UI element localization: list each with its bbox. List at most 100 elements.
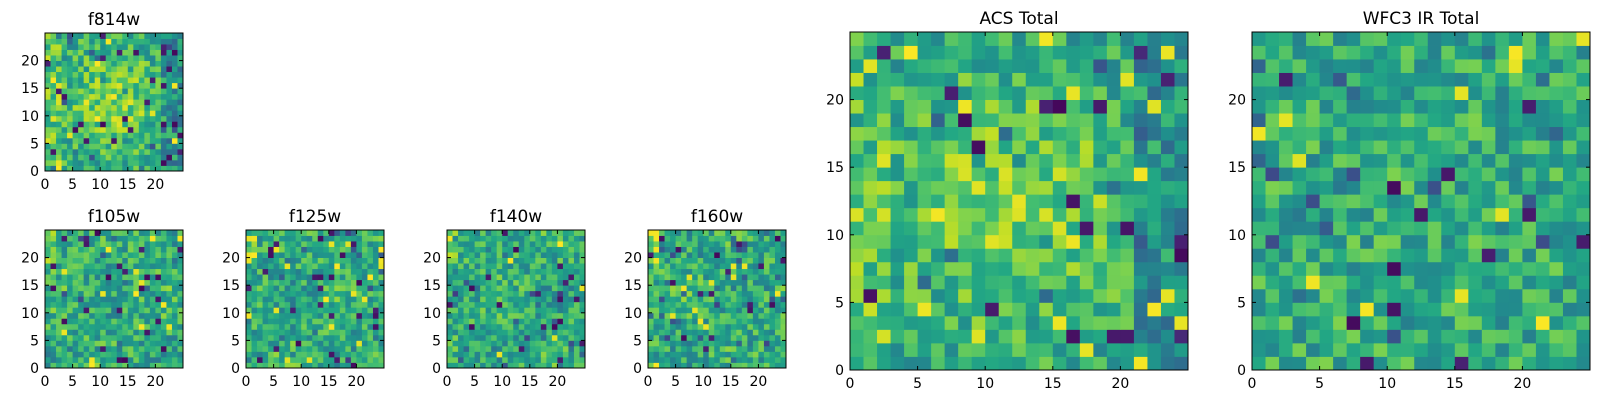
heatmap-cell bbox=[1174, 275, 1189, 290]
heatmap-cell bbox=[72, 230, 79, 236]
heatmap-cell bbox=[378, 279, 385, 286]
heatmap-cell bbox=[518, 356, 525, 363]
heatmap-cell bbox=[334, 356, 341, 363]
heatmap-cell bbox=[144, 143, 151, 150]
heatmap-cell bbox=[447, 323, 453, 330]
heatmap-cell bbox=[160, 252, 167, 258]
heatmap-cell bbox=[306, 334, 313, 341]
heatmap-cell bbox=[1360, 99, 1375, 114]
heatmap-cell bbox=[452, 356, 459, 363]
heatmap-cell bbox=[985, 86, 1000, 100]
heatmap-cell bbox=[251, 340, 258, 347]
heatmap-cell bbox=[664, 263, 671, 270]
heatmap-cell bbox=[1306, 329, 1320, 344]
heatmap-cell bbox=[45, 257, 51, 264]
heatmap-cell bbox=[686, 268, 693, 275]
heatmap-cell bbox=[133, 132, 140, 139]
heatmap-cell bbox=[50, 356, 57, 363]
heatmap-cell bbox=[447, 252, 453, 258]
heatmap-cell bbox=[1066, 248, 1081, 263]
heatmap-cell bbox=[67, 334, 73, 341]
heatmap-cell bbox=[1093, 180, 1108, 195]
heatmap-cell bbox=[458, 268, 464, 275]
heatmap-cell bbox=[1106, 342, 1121, 357]
heatmap-cell bbox=[361, 279, 368, 286]
heatmap-cell bbox=[1306, 32, 1320, 46]
heatmap-cell bbox=[56, 55, 62, 61]
heatmap-cell bbox=[105, 148, 112, 155]
heatmap-cell bbox=[513, 329, 520, 336]
heatmap-cell bbox=[491, 334, 498, 341]
heatmap-cell bbox=[944, 302, 959, 317]
heatmap-cell bbox=[155, 356, 162, 363]
heatmap-cell bbox=[736, 252, 743, 258]
heatmap-cell bbox=[83, 356, 90, 363]
heatmap-cell bbox=[356, 235, 363, 242]
heatmap-cell bbox=[1562, 99, 1577, 114]
heatmap-cell bbox=[361, 301, 368, 308]
heatmap-cell bbox=[480, 329, 487, 336]
heatmap-cell bbox=[100, 246, 107, 253]
heatmap-cell bbox=[686, 246, 693, 253]
heatmap-cell bbox=[1441, 72, 1456, 87]
heatmap-cell bbox=[557, 279, 564, 286]
heatmap-cell bbox=[664, 279, 671, 286]
heatmap-cell bbox=[1549, 315, 1564, 330]
heatmap-cell bbox=[1535, 221, 1550, 236]
heatmap-cell bbox=[72, 159, 79, 166]
heatmap-cell bbox=[1454, 153, 1469, 168]
heatmap-cell bbox=[246, 257, 252, 264]
heatmap-cell bbox=[877, 234, 891, 249]
heatmap-cell bbox=[725, 340, 732, 347]
heatmap-cell bbox=[1468, 261, 1483, 276]
heatmap-cell bbox=[72, 307, 79, 314]
heatmap-cell bbox=[1265, 167, 1280, 182]
heatmap-cell bbox=[78, 88, 85, 95]
heatmap-cell bbox=[144, 329, 151, 336]
heatmap-cell bbox=[648, 285, 654, 292]
heatmap-cell bbox=[350, 301, 357, 308]
heatmap-cell bbox=[524, 351, 531, 358]
heatmap-cell bbox=[1079, 342, 1094, 357]
heatmap-cell bbox=[138, 99, 145, 106]
heatmap-cell bbox=[1039, 86, 1054, 100]
heatmap-cell bbox=[78, 351, 85, 358]
heatmap-cell bbox=[149, 121, 156, 128]
heatmap-cell bbox=[149, 93, 156, 100]
heatmap-cell bbox=[1562, 302, 1577, 317]
heatmap-cell bbox=[1252, 45, 1266, 60]
heatmap-cell bbox=[1133, 99, 1148, 114]
heatmap-cell bbox=[1093, 86, 1108, 100]
heatmap-cell bbox=[1279, 221, 1293, 236]
heatmap-cell bbox=[116, 301, 123, 308]
heatmap-cell bbox=[573, 329, 580, 336]
heatmap-cell bbox=[774, 362, 781, 369]
heatmap-cell bbox=[144, 82, 151, 89]
heatmap-cell bbox=[334, 334, 341, 341]
heatmap-cell bbox=[1387, 356, 1402, 371]
heatmap-cell bbox=[562, 329, 569, 336]
heatmap-cell bbox=[144, 263, 151, 270]
heatmap-cell bbox=[339, 340, 346, 347]
heatmap-cell bbox=[94, 268, 101, 275]
heatmap-cell bbox=[1522, 32, 1537, 46]
heatmap-cell bbox=[61, 312, 68, 319]
heatmap-cell bbox=[480, 252, 487, 258]
heatmap-cell bbox=[94, 165, 101, 172]
heatmap-cell bbox=[480, 340, 487, 347]
heatmap-cell bbox=[356, 301, 363, 308]
heatmap-cell bbox=[149, 66, 156, 73]
heatmap-cell bbox=[1387, 342, 1402, 357]
heatmap-cell bbox=[474, 290, 481, 297]
heatmap-cell bbox=[67, 362, 73, 369]
heatmap-cell bbox=[290, 268, 297, 275]
heatmap-cell bbox=[1400, 234, 1415, 249]
heatmap-cell bbox=[56, 44, 62, 50]
heatmap-cell bbox=[356, 345, 363, 352]
heatmap-cell bbox=[56, 268, 62, 275]
heatmap-cell bbox=[290, 351, 297, 358]
heatmap-cell bbox=[1535, 59, 1550, 73]
heatmap-cell bbox=[149, 60, 156, 67]
heatmap-cell bbox=[290, 241, 297, 247]
heatmap-cell bbox=[45, 362, 51, 369]
